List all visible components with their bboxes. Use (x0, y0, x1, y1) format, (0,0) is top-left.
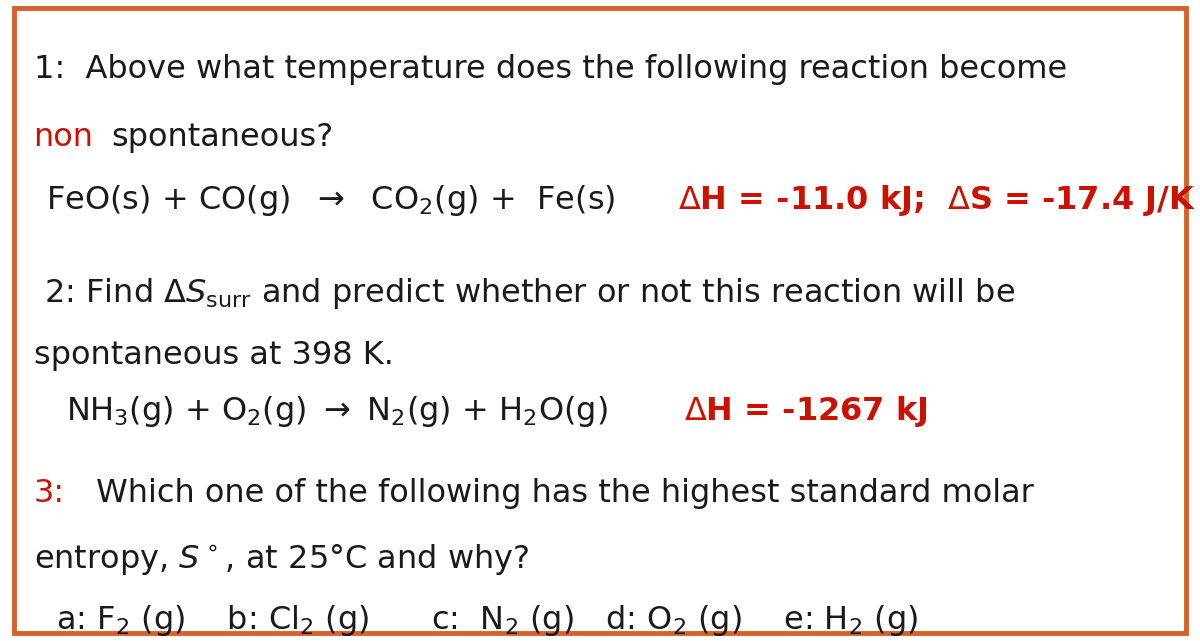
FancyBboxPatch shape (14, 8, 1186, 633)
Text: spontaneous?: spontaneous? (112, 122, 334, 153)
Text: 3:: 3: (34, 478, 65, 508)
Text: NH$_3$(g) + O$_2$(g) $\rightarrow$ N$_2$(g) + H$_2$O(g): NH$_3$(g) + O$_2$(g) $\rightarrow$ N$_2$… (46, 394, 607, 429)
Text: Which one of the following has the highest standard molar: Which one of the following has the highe… (86, 478, 1034, 508)
Text: 1:  Above what temperature does the following reaction become: 1: Above what temperature does the follo… (34, 54, 1067, 85)
Text: spontaneous at 398 K.: spontaneous at 398 K. (34, 340, 394, 370)
Text: a: F$_2$ (g)    b: Cl$_2$ (g)      c:  N$_2$ (g)   d: O$_2$ (g)    e: H$_2$ (g): a: F$_2$ (g) b: Cl$_2$ (g) c: N$_2$ (g) … (46, 603, 918, 638)
Text: FeO(s) + CO(g)  $\rightarrow$  CO$_2$(g) +  Fe(s): FeO(s) + CO(g) $\rightarrow$ CO$_2$(g) +… (46, 183, 614, 218)
Text: $\Delta$H = -1267 kJ: $\Delta$H = -1267 kJ (684, 394, 928, 429)
Text: $\Delta$H = -11.0 kJ;  $\Delta$S = -17.4 J/K: $\Delta$H = -11.0 kJ; $\Delta$S = -17.4 … (678, 183, 1196, 218)
Text: entropy, $S^\circ$, at 25°C and why?: entropy, $S^\circ$, at 25°C and why? (34, 542, 529, 577)
Text: 2: Find $\Delta S_{\rm surr}$ and predict whether or not this reaction will be: 2: Find $\Delta S_{\rm surr}$ and predic… (34, 276, 1015, 311)
Text: non: non (34, 122, 94, 153)
